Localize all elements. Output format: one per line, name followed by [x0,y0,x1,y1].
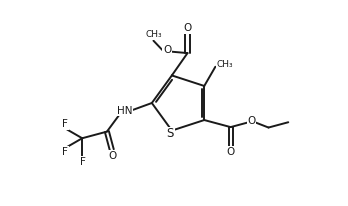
Text: CH₃: CH₃ [216,60,233,69]
Text: HN: HN [117,106,132,116]
Text: O: O [163,46,171,55]
Text: CH₃: CH₃ [145,30,162,39]
Text: F: F [62,119,68,129]
Text: S: S [166,128,174,140]
Text: F: F [80,157,86,167]
Text: O: O [247,116,255,125]
Text: O: O [183,23,192,33]
Text: O: O [227,147,235,157]
Text: O: O [109,151,117,160]
Text: F: F [62,147,68,157]
